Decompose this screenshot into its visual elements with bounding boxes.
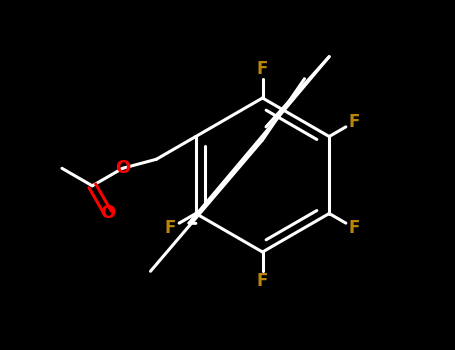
Text: F: F [349, 113, 360, 131]
Text: O: O [101, 204, 116, 222]
Text: F: F [257, 60, 268, 78]
Text: F: F [257, 272, 268, 290]
Text: F: F [165, 219, 177, 237]
Text: O: O [115, 159, 130, 177]
Text: F: F [349, 219, 360, 237]
